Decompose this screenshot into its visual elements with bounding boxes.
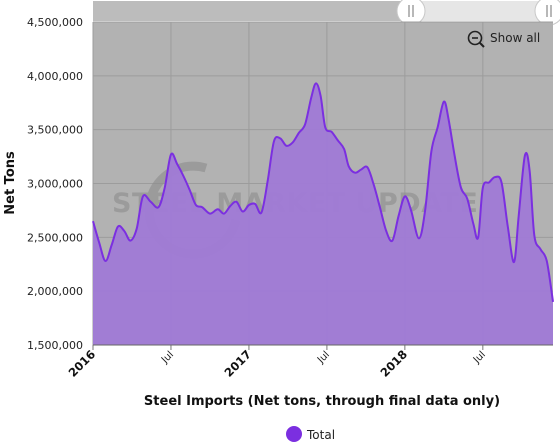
x-tick-label: Jul bbox=[159, 349, 176, 366]
x-tick-label: Jul bbox=[315, 349, 332, 366]
navigator-right-handle[interactable] bbox=[534, 0, 560, 26]
y-tick-label: 3,000,000 bbox=[27, 178, 83, 191]
y-tick-label: 1,500,000 bbox=[27, 339, 83, 352]
zoom-out-icon bbox=[467, 30, 483, 46]
legend-label-total: Total bbox=[306, 428, 335, 442]
x-tick-label: Jul bbox=[471, 349, 488, 366]
x-tick-label: 2017 bbox=[222, 347, 255, 380]
show-all-label: Show all bbox=[490, 31, 540, 45]
x-tick-label: 2016 bbox=[66, 347, 99, 380]
show-all-button[interactable]: Show all bbox=[467, 30, 541, 48]
y-axis-title: Net Tons bbox=[3, 151, 18, 215]
series-line-total[interactable] bbox=[92, 82, 554, 303]
legend[interactable]: Total bbox=[286, 426, 335, 442]
x-axis-title: Steel Imports (Net tons, through final d… bbox=[144, 394, 500, 409]
y-tick-label: 3,500,000 bbox=[27, 124, 83, 137]
y-tick-label: 2,000,000 bbox=[27, 285, 83, 298]
y-tick-label: 2,500,000 bbox=[27, 231, 83, 244]
y-axis-labels: 1,500,000 2,000,000 2,500,000 3,000,000 3,50… bbox=[27, 16, 83, 352]
range-navigator[interactable] bbox=[93, 0, 560, 26]
series-area-total bbox=[93, 83, 553, 345]
legend-marker-total bbox=[286, 426, 302, 442]
x-tick-label: 2018 bbox=[377, 347, 410, 380]
navigator-selected-range[interactable] bbox=[93, 1, 410, 21]
y-tick-label: 4,000,000 bbox=[27, 70, 83, 83]
navigator-left-handle[interactable] bbox=[396, 0, 426, 26]
x-axis-labels: 2016 Jul 2017 Jul 2018 Jul bbox=[66, 347, 488, 380]
y-tick-label: 4,500,000 bbox=[27, 16, 83, 29]
series-layer bbox=[92, 82, 554, 346]
